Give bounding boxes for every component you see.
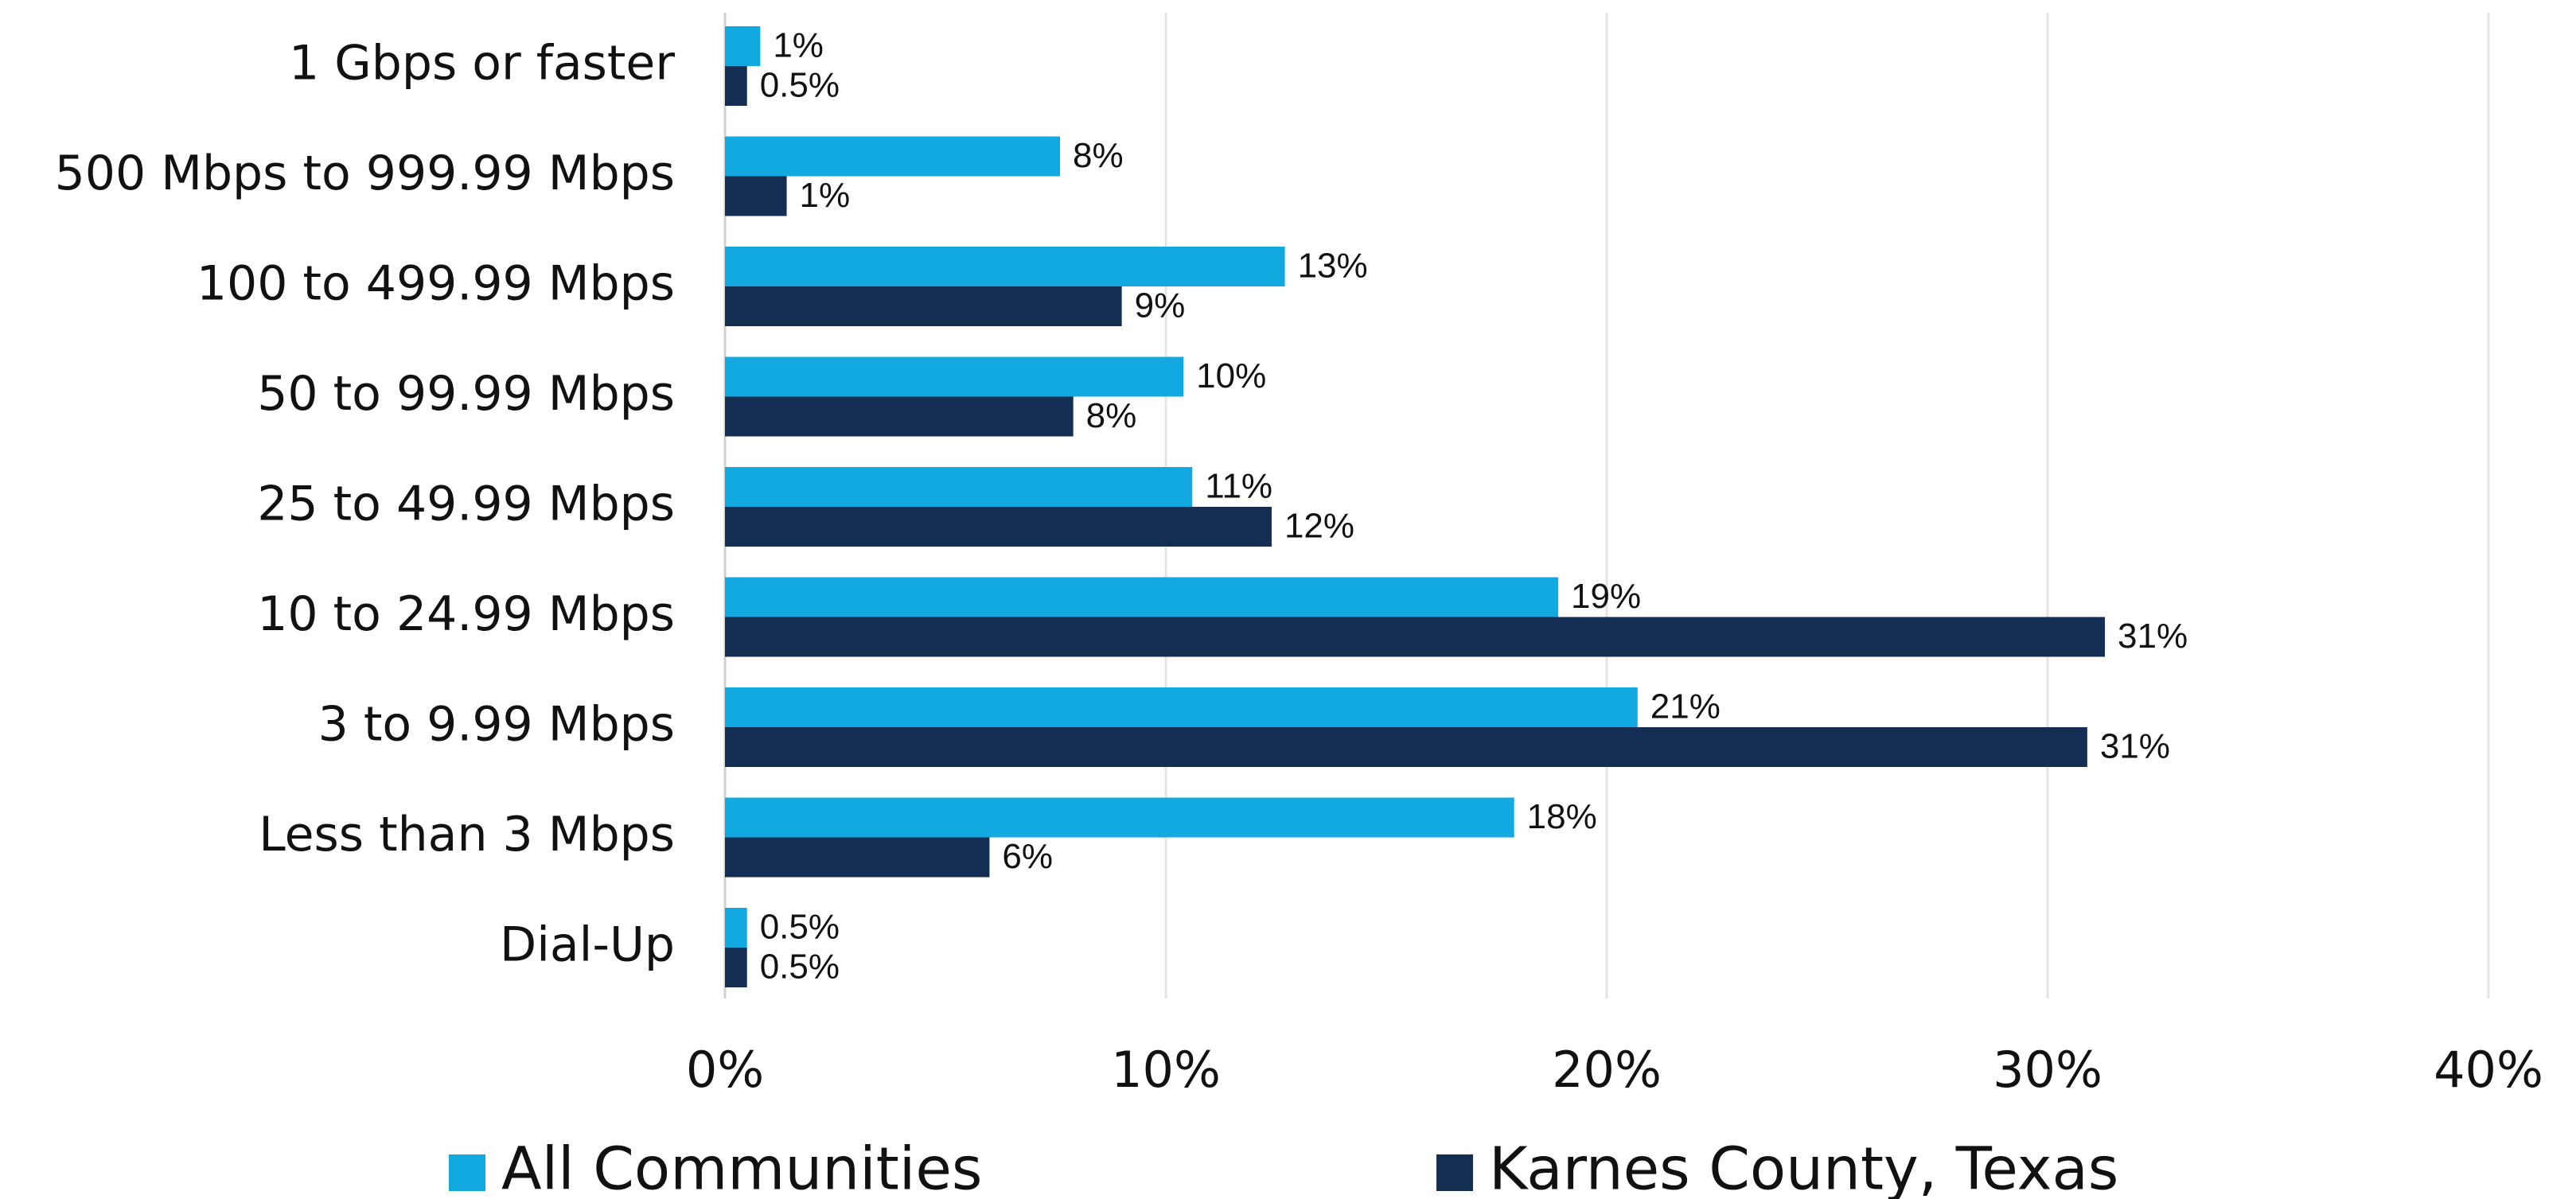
y-tick-label: 25 to 49.99 Mbps [257,477,675,532]
x-tick-label: 0% [686,1041,764,1099]
x-tick-label: 10% [1111,1041,1221,1099]
bar [725,797,1514,838]
data-label: 13% [1298,247,1368,286]
y-tick-label: 500 Mbps to 999.99 Mbps [55,146,675,201]
legend-swatch [449,1154,485,1191]
bar [725,687,1638,727]
bar [725,617,2106,657]
y-tick-label: 3 to 9.99 Mbps [318,697,675,753]
bar [725,176,787,216]
x-tick-label: 40% [2434,1041,2543,1099]
bar [725,247,1285,286]
y-tick-label: Dial-Up [500,917,675,973]
data-label: 18% [1527,797,1597,836]
bar [725,577,1559,617]
bar [725,26,761,66]
bar [725,837,990,878]
legend-swatch [1436,1154,1473,1191]
data-label: 0.5% [760,66,840,105]
legend-label: All Communities [501,1135,982,1199]
bar [725,356,1184,397]
bar [725,467,1193,507]
data-label: 19% [1571,577,1641,616]
y-tick-label: 10 to 24.99 Mbps [257,586,675,642]
x-tick-label: 30% [1993,1041,2102,1099]
bar [725,727,2087,767]
y-tick-label: 1 Gbps or faster [289,36,675,91]
data-label: 31% [2100,727,2170,766]
data-label: 9% [1135,286,1186,325]
data-label: 12% [1284,507,1354,546]
bar [725,948,747,987]
data-label: 6% [1002,837,1053,876]
data-label: 8% [1073,136,1124,175]
y-tick-label: 50 to 99.99 Mbps [257,366,675,422]
data-label: 0.5% [760,908,840,947]
y-tick-label: 100 to 499.99 Mbps [197,256,675,312]
data-label: 8% [1086,396,1137,435]
bar [725,286,1122,326]
data-label: 21% [1650,687,1721,726]
data-label: 10% [1196,356,1266,395]
data-label: 31% [2118,617,2188,656]
bar [725,66,747,106]
bar [725,396,1074,437]
bar [725,136,1061,177]
data-label: 1% [773,26,824,65]
data-label: 1% [800,176,851,215]
data-label: 11% [1205,467,1272,506]
bar [725,908,747,948]
x-tick-label: 20% [1552,1041,1662,1099]
legend-label: Karnes County, Texas [1489,1135,2118,1199]
y-tick-label: Less than 3 Mbps [259,807,675,862]
data-label: 0.5% [760,948,840,987]
bar [725,507,1272,547]
